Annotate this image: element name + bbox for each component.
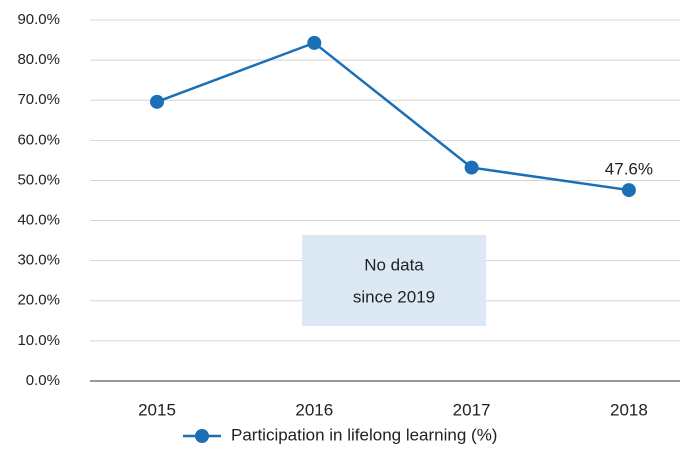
data-point xyxy=(464,160,479,175)
legend-label: Participation in lifelong learning (%) xyxy=(231,425,497,444)
data-label: 47.6% xyxy=(605,160,653,179)
annotation: since 2019 xyxy=(353,287,435,306)
y-tick-label: 90.0% xyxy=(17,11,60,28)
y-tick-label: 0.0% xyxy=(26,372,60,389)
x-tick-label: 2018 xyxy=(610,400,648,419)
y-tick-label: 30.0% xyxy=(17,252,60,269)
x-tick-label: 2015 xyxy=(138,400,176,419)
y-tick-label: 10.0% xyxy=(17,332,60,349)
y-tick-label: 20.0% xyxy=(17,292,60,309)
y-tick-label: 80.0% xyxy=(17,51,60,68)
y-tick-label: 40.0% xyxy=(17,212,60,229)
annotation-box xyxy=(302,235,486,326)
y-tick-label: 60.0% xyxy=(17,131,60,148)
y-tick-label: 70.0% xyxy=(17,91,60,108)
data-point xyxy=(621,183,636,198)
x-tick-label: 2016 xyxy=(295,400,333,419)
data-point xyxy=(307,35,322,50)
legend-marker xyxy=(195,429,209,443)
x-tick-label: 2017 xyxy=(453,400,491,419)
y-tick-label: 50.0% xyxy=(17,171,60,188)
series-line xyxy=(156,41,630,192)
data-point xyxy=(150,94,164,109)
annotation: No data xyxy=(364,255,424,274)
